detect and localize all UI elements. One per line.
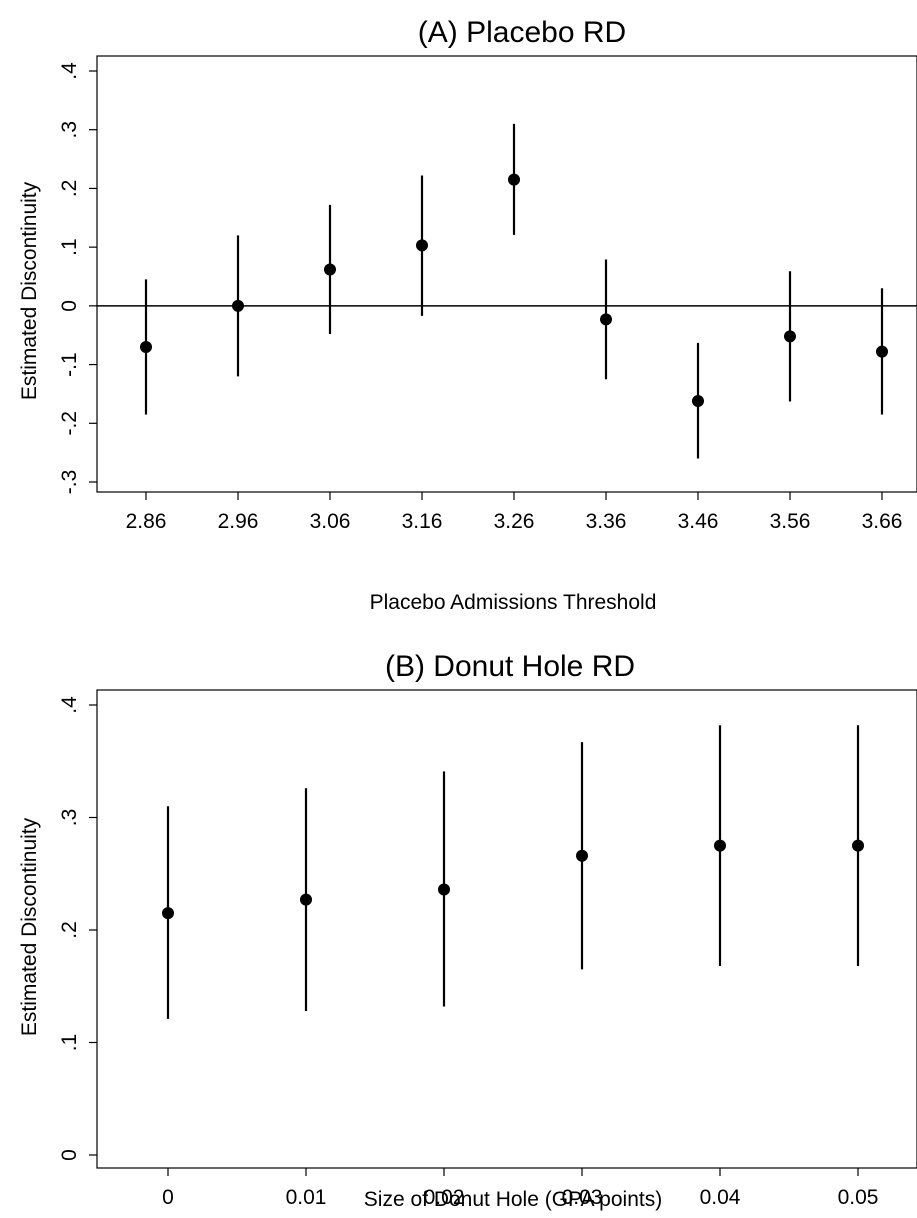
panel-a-x-tick-label: 3.06 <box>310 510 351 533</box>
panel-b-x-tick-label: 0.05 <box>838 1186 879 1209</box>
panel-a-title: (A) Placebo RD <box>418 16 626 49</box>
panel-b-point <box>852 839 864 852</box>
panel-a-y-tick-label: 0 <box>58 300 81 312</box>
panel-b-y-tick-label: .2 <box>58 921 81 939</box>
panel-a-point <box>324 263 336 276</box>
panel-a-plot: -.3 -.2 -.1 0 .1 .2 .3 .4 2.86 2.96 3.06 3.16 3.26 3.… <box>58 55 917 533</box>
panel-a-y-tick-label: .4 <box>58 62 81 80</box>
panel-b-point <box>162 907 174 920</box>
panel-a-point <box>232 299 244 312</box>
panel-b-x-tick-label: 0.04 <box>700 1186 741 1209</box>
panel-b: (B) Donut Hole RD Estimated Discontinuit… <box>18 650 917 1211</box>
panel-a-x-tick-label: 3.26 <box>494 510 535 533</box>
panel-a-x-tick-label: 3.46 <box>678 510 719 533</box>
panel-b-y-tick-label: .1 <box>58 1034 81 1052</box>
panel-b-y-tick-label: .4 <box>58 696 81 714</box>
panel-b-y-tick-label: .3 <box>58 809 81 827</box>
panel-b-y-axis-label: Estimated Discontinuity <box>18 817 41 1036</box>
panel-b-point <box>300 893 312 906</box>
panel-a-point <box>876 345 888 358</box>
panel-b-title: (B) Donut Hole RD <box>385 650 635 683</box>
panel-a-point <box>692 394 704 407</box>
panel-a-x-tick-label: 3.36 <box>586 510 627 533</box>
panel-b-x-tick-label: 0.03 <box>562 1186 603 1209</box>
panel-b-x-axis-label: Size of Donut Hole (GPA points) <box>364 1188 662 1211</box>
panel-a-y-tick-label: .2 <box>58 180 81 198</box>
panel-a-x-tick-label: 2.86 <box>126 510 167 533</box>
panel-a-x-tick-label: 2.96 <box>218 510 259 533</box>
panel-a-point <box>784 330 796 343</box>
panel-b-y-tick-label: 0 <box>58 1149 81 1161</box>
panel-a-x-axis-label: Placebo Admissions Threshold <box>370 591 657 614</box>
panel-a-y-tick-label: -.2 <box>58 411 81 436</box>
panel-b-x-tick-label: 0 <box>162 1186 174 1209</box>
panel-a-y-tick-label: .3 <box>58 121 81 139</box>
panel-a-x-tick-label: 3.66 <box>862 510 903 533</box>
panel-a-x-tick-label: 3.16 <box>402 510 443 533</box>
panel-a-plot-frame <box>96 55 917 493</box>
panel-b-x-tick-label: 0.02 <box>424 1186 465 1209</box>
panel-a-y-tick-label: -.1 <box>58 352 81 377</box>
panel-b-point <box>438 883 450 896</box>
panel-b-x-tick-label: 0.01 <box>286 1186 327 1209</box>
panel-a-x-tick-label: 3.56 <box>770 510 811 533</box>
panel-a-y-tick-label: -.3 <box>58 470 81 495</box>
panel-b-plot-frame <box>96 689 917 1169</box>
panel-b-point <box>714 839 726 852</box>
panel-a-point <box>416 239 428 252</box>
panel-b-plot: 0 .1 .2 .3 .4 0 0.01 0.02 0.03 0.04 0.05 <box>58 689 917 1209</box>
panel-b-point <box>576 849 588 862</box>
panel-a-point <box>600 313 612 326</box>
panel-a-point <box>140 340 152 353</box>
panel-a-point <box>508 173 520 186</box>
panel-a-y-axis-label: Estimated Discontinuity <box>18 181 41 400</box>
panel-a-y-tick-label: .1 <box>58 238 81 256</box>
panel-a: (A) Placebo RD Estimated Discontinuity P… <box>18 16 917 614</box>
